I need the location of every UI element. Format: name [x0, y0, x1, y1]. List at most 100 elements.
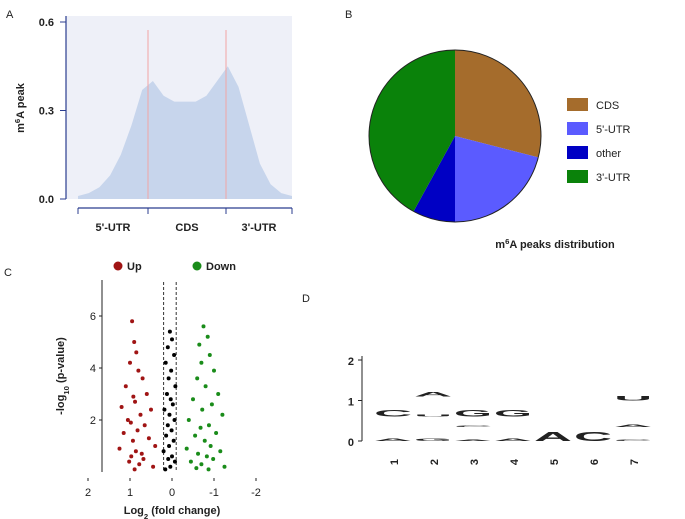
point	[222, 464, 227, 469]
legend-label: other	[596, 148, 621, 160]
point	[209, 402, 214, 407]
point	[140, 376, 145, 381]
y-tick-label: 0.6	[39, 17, 54, 29]
point	[195, 376, 200, 381]
point	[188, 459, 193, 464]
x-tick-label: 0	[169, 487, 175, 499]
logo-letter: G	[414, 438, 453, 442]
x-tick-label: 2	[429, 459, 441, 465]
caption-part: 6	[505, 237, 509, 246]
point	[196, 451, 201, 456]
point	[162, 407, 167, 412]
point	[220, 412, 225, 417]
legend-label: 5'-UTR	[596, 124, 631, 136]
region-label: CDS	[175, 222, 198, 234]
x-axis-label-part: Log	[124, 505, 144, 517]
y-tick-label: 0	[348, 437, 354, 449]
y-tick-label: 0.0	[39, 194, 54, 206]
point	[169, 368, 174, 373]
logo-letter: A	[534, 431, 575, 445]
logo-letter: C	[614, 439, 661, 441]
x-tick-label: 3	[469, 459, 481, 465]
point	[123, 384, 128, 389]
point	[206, 423, 211, 428]
point	[141, 457, 146, 461]
point	[170, 337, 174, 342]
logo-letter: A	[374, 438, 416, 442]
point	[136, 368, 141, 373]
point	[163, 360, 168, 365]
point	[153, 444, 158, 448]
x-tick-label: -2	[251, 487, 261, 499]
point	[131, 394, 136, 399]
legend-label: Up	[127, 261, 142, 273]
y-tick-label: 6	[90, 311, 96, 323]
y-axis-label: -log10 (p-value)	[55, 337, 71, 415]
point	[151, 464, 156, 469]
point	[144, 392, 149, 396]
logo-letter: G	[454, 408, 492, 419]
point	[133, 449, 138, 454]
point	[164, 433, 169, 438]
point	[149, 407, 153, 412]
point	[161, 449, 166, 454]
y-axis-label-part: 6	[13, 119, 22, 123]
pie-outline	[368, 49, 542, 223]
point	[172, 353, 177, 357]
point	[168, 464, 173, 469]
point	[172, 459, 177, 464]
point	[218, 449, 223, 454]
logo-letter: U	[614, 395, 657, 402]
point	[170, 402, 175, 407]
point	[198, 425, 203, 430]
y-tick-label: 1	[348, 397, 354, 409]
point	[146, 436, 151, 441]
pie-slice	[413, 136, 455, 222]
logo-letter: C	[574, 431, 615, 445]
point	[202, 438, 207, 443]
point	[191, 397, 195, 402]
panel-letter: A	[6, 9, 14, 21]
y-tick-label: 2	[348, 356, 354, 368]
point	[203, 384, 208, 389]
x-tick-label: -1	[209, 487, 219, 499]
legend-swatch	[567, 98, 588, 111]
logo-letter: A	[414, 391, 457, 398]
point	[165, 423, 170, 428]
point	[166, 457, 171, 461]
point	[129, 454, 134, 459]
logo-letter: G	[494, 408, 532, 419]
pie-slice	[368, 50, 455, 212]
logo-letter: U	[414, 414, 458, 418]
point	[169, 428, 174, 433]
caption-part: m	[495, 239, 505, 251]
legend-label: 3'-UTR	[596, 172, 631, 184]
point	[117, 446, 122, 451]
y-axis-label-part: -log	[55, 395, 67, 415]
point	[171, 438, 176, 443]
point	[119, 405, 124, 409]
point	[132, 467, 137, 472]
y-tick-label: 4	[90, 363, 96, 375]
caption-part: A peaks distribution	[509, 239, 615, 251]
region-label: 3'-UTR	[241, 222, 276, 234]
point	[206, 467, 211, 472]
point	[133, 399, 138, 404]
point	[197, 342, 202, 347]
point	[130, 438, 135, 443]
legend-label: Down	[206, 261, 236, 273]
logo-letter: C	[374, 408, 415, 419]
point	[173, 384, 178, 389]
point	[128, 360, 132, 365]
x-axis-label-part: (fold change)	[148, 505, 220, 517]
region-label: 5'-UTR	[95, 222, 130, 234]
point	[165, 345, 170, 350]
point	[121, 431, 126, 435]
point	[211, 457, 216, 461]
y-axis-label: m6A peak	[13, 82, 28, 133]
y-axis-label-part: m	[15, 123, 27, 133]
point	[164, 392, 169, 396]
point	[172, 418, 177, 422]
x-tick-label: 1	[127, 487, 133, 499]
point	[207, 353, 212, 357]
